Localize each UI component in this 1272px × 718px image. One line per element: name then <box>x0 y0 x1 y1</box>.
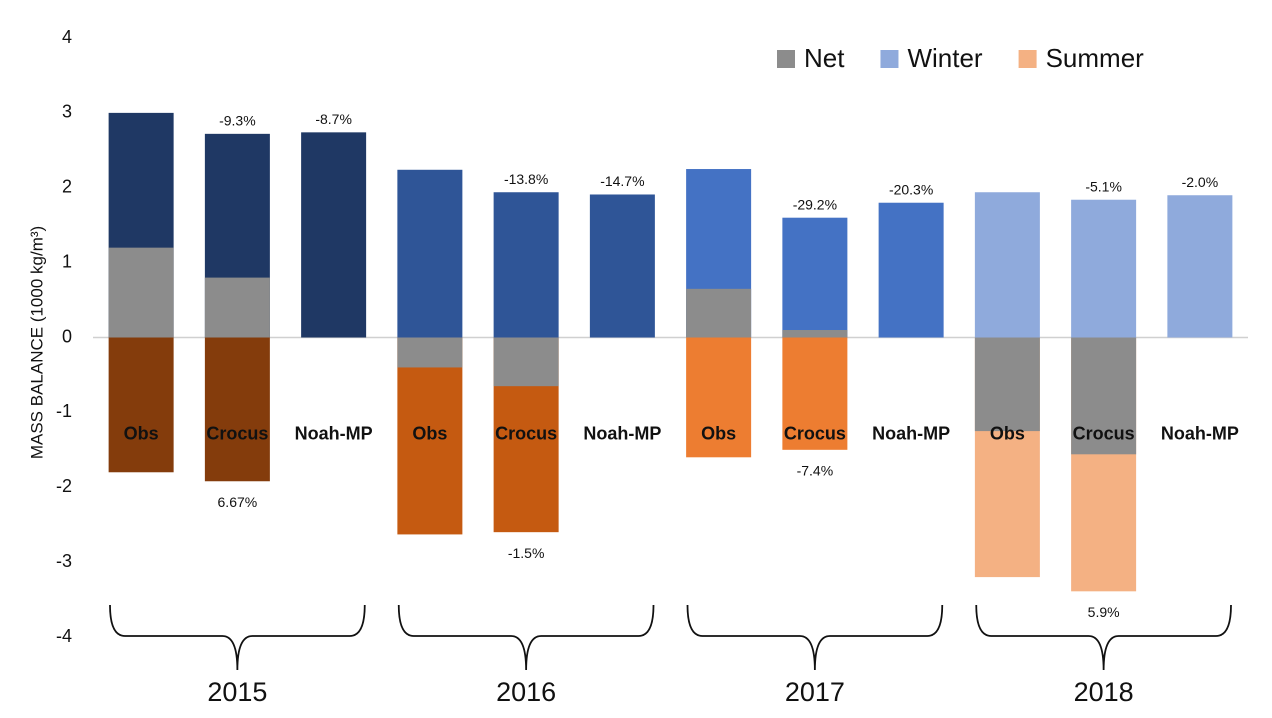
legend-swatch <box>777 50 795 68</box>
y-tick-label: -3 <box>56 551 72 571</box>
bar-winter <box>1167 195 1233 338</box>
category-label: Obs <box>412 424 447 444</box>
bar-summer <box>108 337 174 473</box>
bottom-annotation: -7.4% <box>797 463 834 479</box>
bar-summer <box>204 337 270 482</box>
top-annotation: -29.2% <box>793 196 837 212</box>
top-annotation: -8.7% <box>315 111 352 127</box>
top-annotation: -5.1% <box>1085 178 1122 194</box>
bar-summer <box>397 337 463 535</box>
category-label: Obs <box>124 424 159 444</box>
y-tick-label: 0 <box>62 326 72 346</box>
group-brace <box>397 604 655 671</box>
bar-net <box>686 288 752 338</box>
category-label: Noah-MP <box>872 424 950 444</box>
category-label: Crocus <box>206 424 268 444</box>
group-label: 2018 <box>1074 677 1134 707</box>
category-label: Noah-MP <box>1161 424 1239 444</box>
category-label: Crocus <box>784 424 846 444</box>
group-label: 2016 <box>496 677 556 707</box>
bar-winter <box>589 194 655 338</box>
group-label: 2015 <box>207 677 267 707</box>
y-tick-label: -1 <box>56 401 72 421</box>
category-label: Crocus <box>1073 424 1135 444</box>
bar-net <box>782 330 848 338</box>
y-axis-label: MASS BALANCE (1000 kg/m³) <box>27 226 46 459</box>
y-tick-label: 3 <box>62 102 72 122</box>
top-annotation: -20.3% <box>889 181 933 197</box>
bar-summer <box>686 337 752 458</box>
bar-net <box>1071 337 1137 455</box>
top-annotation: -9.3% <box>219 113 256 129</box>
bar-winter <box>878 202 944 338</box>
bar-summer <box>782 337 848 450</box>
legend-label: Net <box>804 43 845 73</box>
bottom-annotation: -1.5% <box>508 545 545 561</box>
bar-net <box>397 337 463 368</box>
top-annotation: -14.7% <box>600 173 644 189</box>
bar-net <box>108 247 174 338</box>
y-tick-label: 4 <box>62 27 72 47</box>
category-label: Obs <box>701 424 736 444</box>
legend-swatch <box>1018 50 1037 68</box>
bar-net <box>204 277 270 338</box>
top-annotation: -13.8% <box>504 171 548 187</box>
legend-label: Winter <box>907 43 982 73</box>
bottom-annotation: 5.9% <box>1088 604 1120 620</box>
bar-winter <box>493 192 559 338</box>
group-label: 2017 <box>785 677 845 707</box>
category-label: Obs <box>990 424 1025 444</box>
group-brace <box>975 604 1232 671</box>
y-tick-label: 1 <box>62 251 72 271</box>
bar-winter <box>1071 199 1137 338</box>
legend-label: Summer <box>1046 43 1145 73</box>
bar-winter <box>974 192 1040 338</box>
bar-winter <box>782 217 848 338</box>
bottom-annotation: 6.67% <box>218 494 258 510</box>
group-brace <box>686 604 944 671</box>
top-annotation: -2.0% <box>1182 174 1219 190</box>
category-label: Noah-MP <box>295 424 373 444</box>
legend-swatch <box>880 50 899 68</box>
y-tick-label: -2 <box>56 476 72 496</box>
bar-winter <box>301 132 367 338</box>
bar-winter <box>397 169 463 338</box>
group-brace <box>109 604 366 671</box>
bar-net <box>974 337 1040 432</box>
bar-net <box>493 337 559 387</box>
y-tick-label: -4 <box>56 626 72 646</box>
y-tick-label: 2 <box>62 177 72 197</box>
category-label: Noah-MP <box>583 424 661 444</box>
category-label: Crocus <box>495 424 557 444</box>
